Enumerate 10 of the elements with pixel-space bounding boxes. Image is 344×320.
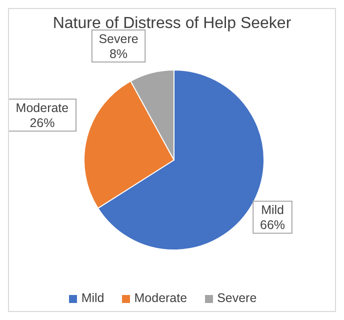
slice-label: Moderate <box>16 101 69 116</box>
legend-label: Moderate <box>134 291 188 305</box>
legend-label: Mild <box>81 291 104 305</box>
data-label: 66% <box>260 218 286 232</box>
data-label: 8% <box>109 47 128 62</box>
chart-title: Nature of Distress of Help Seeker <box>52 15 292 33</box>
data-label: 26% <box>30 116 55 130</box>
slice-label: Severe <box>98 32 138 46</box>
legend-label: Severe <box>217 291 257 305</box>
slice-label: Mild <box>261 203 284 218</box>
